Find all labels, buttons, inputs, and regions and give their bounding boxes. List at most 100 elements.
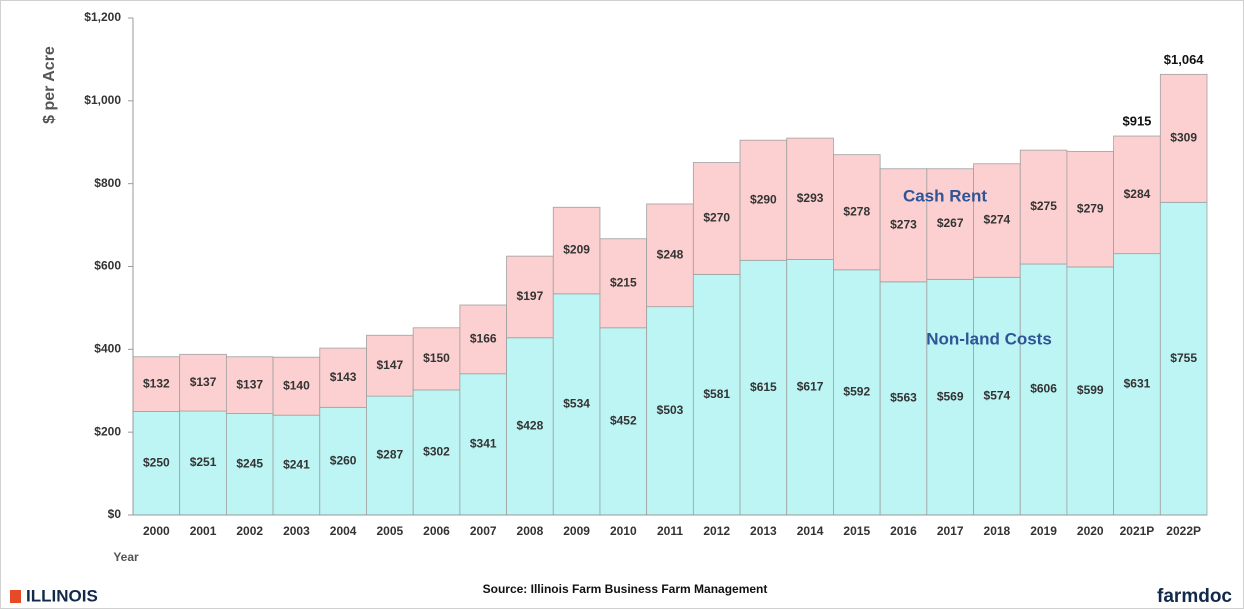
x-tick-label: 2007 [470,524,497,538]
value-label: $140 [283,378,310,392]
x-tick-label: 2008 [517,524,544,538]
x-tick-label: 2016 [890,524,917,538]
value-label: $143 [330,370,357,384]
x-tick-label: 2018 [984,524,1011,538]
value-label: $275 [1030,199,1057,213]
x-tick-label: 2012 [703,524,730,538]
value-label: $209 [563,243,590,257]
x-tick-label: 2005 [376,524,403,538]
x-tick-label: 2015 [843,524,870,538]
value-label: $617 [797,379,824,393]
value-label: $302 [423,445,450,459]
value-label: $599 [1077,383,1104,397]
value-label: $574 [984,388,1011,402]
bar-segment [739,259,788,516]
y-tick-label: $200 [94,424,121,438]
bar-segment [272,356,321,416]
x-tick-label: 2003 [283,524,310,538]
bar-segment [319,347,367,408]
x-axis-label: Year [113,550,139,564]
value-label: $150 [423,351,450,365]
bar-segment [506,337,554,516]
value-label: $137 [190,375,217,389]
y-tick-label: $1,000 [84,93,121,107]
value-label: $452 [610,414,637,428]
logo-left: ILLINOIS [26,586,98,605]
x-tick-label: 2010 [610,524,637,538]
y-tick-label: $400 [94,342,121,356]
value-label: $245 [236,456,263,470]
series-label: Non-land Costs [926,329,1052,348]
value-label: $260 [330,453,357,467]
value-label: $241 [283,457,310,471]
bar-segment [1113,135,1161,255]
bar-segment [973,163,1021,278]
bar-segment [459,304,507,375]
value-label: $279 [1077,201,1104,215]
bar-segment [412,327,461,391]
series-label: Cash Rent [903,186,987,205]
value-label: $267 [937,216,964,230]
value-label: $251 [190,455,217,469]
value-label: $631 [1124,377,1151,391]
value-label: $250 [143,455,170,469]
x-tick-label: 2004 [330,524,357,538]
bar-segment [786,259,834,516]
bar-segment [879,281,928,516]
bar-segment [1019,149,1068,265]
x-tick-label: 2013 [750,524,777,538]
value-label: $287 [376,448,403,462]
bar-segment [225,413,274,516]
bar-segment [412,389,461,516]
bar-segment [1019,263,1068,516]
bar-segment [1066,266,1115,516]
y-tick-label: $0 [108,507,122,521]
x-tick-label: 2009 [563,524,590,538]
value-label: $293 [797,191,824,205]
value-label: $278 [843,204,870,218]
x-tick-label: 2019 [1030,524,1057,538]
value-label: $197 [517,289,544,303]
x-tick-label: 2001 [190,524,217,538]
bar-segment [1066,150,1115,268]
value-label: $248 [657,247,684,261]
bar-segment [506,255,554,339]
y-tick-label: $800 [94,176,121,190]
bar-segment [179,353,227,412]
value-label: $341 [470,437,497,451]
bar-segment [1159,73,1208,203]
value-label: $581 [703,387,730,401]
value-label: $428 [517,419,544,433]
bar-segment [879,168,928,283]
x-tick-label: 2014 [797,524,824,538]
value-label: $274 [984,213,1011,227]
bar-segment [833,154,881,271]
bar-segment [132,411,181,516]
bar-segment [552,293,601,516]
logo-icon [10,590,21,603]
value-label: $166 [470,332,497,346]
y-axis-label: $ per Acre [41,46,58,124]
bar-segment [646,203,694,308]
x-tick-label: 2000 [143,524,170,538]
value-label: $503 [657,403,684,417]
bar-segment [552,206,601,295]
value-label: $137 [236,377,263,391]
bar-segment [179,410,227,516]
value-label: $215 [610,275,637,289]
bar-segment [739,139,788,261]
bar-segment [459,373,507,516]
x-tick-label: 2022P [1166,524,1201,538]
bar-segment [366,334,414,397]
bar-segment [926,278,974,516]
bar-segment [1159,201,1208,516]
bar-segment [786,137,834,260]
value-label: $592 [843,385,870,399]
bar-segment [833,269,881,516]
x-tick-label: 2006 [423,524,450,538]
x-tick-label: 2002 [236,524,263,538]
y-tick-label: $600 [94,259,121,273]
value-label: $615 [750,380,777,394]
bar-segment [132,356,181,412]
bar-segment [599,327,648,516]
